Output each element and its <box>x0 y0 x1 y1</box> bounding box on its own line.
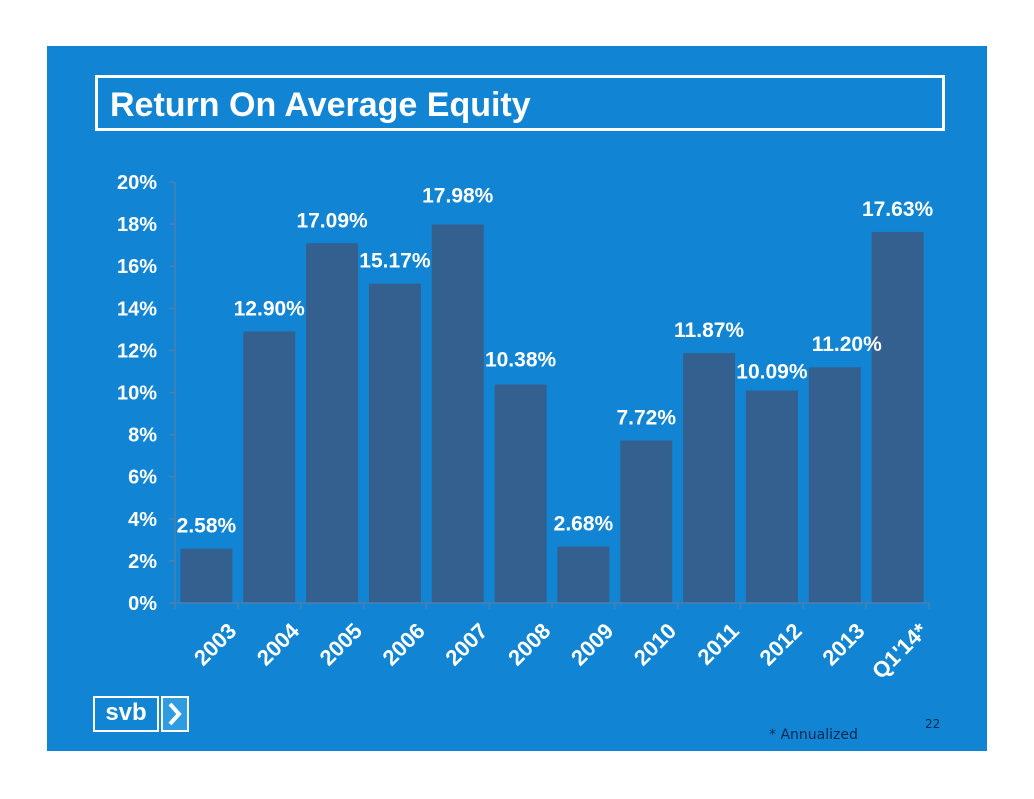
title-box: Return On Average Equity <box>95 75 945 131</box>
data-label: 10.38% <box>485 349 557 372</box>
x-tick-label: 2007 <box>440 618 492 670</box>
y-tick-label: 16% <box>117 256 157 278</box>
bar-2005 <box>306 243 359 603</box>
data-label: 2.58% <box>177 515 237 538</box>
bar-2010 <box>620 440 673 603</box>
data-label: 2.68% <box>554 513 614 536</box>
data-label: 17.98% <box>422 185 494 208</box>
data-label: 15.17% <box>359 250 431 273</box>
y-tick-label: 20% <box>117 172 157 194</box>
data-labels: 2.58% 12.90% 17.09% 15.17% 17.98% 10.38% 2.68%… <box>177 185 934 538</box>
x-tick-label: 2005 <box>315 618 367 670</box>
data-label: 11.87% <box>674 319 744 342</box>
page-title: Return On Average Equity <box>110 86 531 124</box>
svb-logo: svb <box>93 696 189 732</box>
bar-chart: 0% 2% 4% 6% 8% 10% 12% 14% 16% 18% 20% 2.58% 12.90%… <box>117 172 934 684</box>
data-label: 17.09% <box>296 209 368 232</box>
y-axis: 0% 2% 4% 6% 8% 10% 12% 14% 16% 18% 20% <box>117 172 176 615</box>
y-tick-label: 6% <box>128 467 157 489</box>
data-label: 12.90% <box>234 297 306 320</box>
bar-2007 <box>431 224 484 603</box>
y-tick-label: 0% <box>128 593 157 615</box>
chevron-right-icon <box>161 696 189 732</box>
footnote: * Annualized <box>769 727 858 743</box>
bar-2012 <box>745 390 798 603</box>
y-tick-label: 18% <box>117 214 157 236</box>
bar-2013 <box>808 367 861 603</box>
slide: Return On Average Equity 0% 2% 4% 6% 8% 10% 12… <box>47 46 987 751</box>
data-label: 11.20% <box>812 333 882 356</box>
x-tick-label: 2011 <box>693 618 744 669</box>
bar-2009 <box>557 546 610 603</box>
y-tick-label: 12% <box>117 340 157 362</box>
data-label: 10.09% <box>736 361 808 384</box>
page-number: 22 <box>925 717 941 731</box>
x-tick-label: 2012 <box>754 618 806 670</box>
x-tick-label: 2009 <box>566 618 618 670</box>
y-tick-label: 8% <box>128 425 157 447</box>
bar-2004 <box>243 331 296 603</box>
bar-q114 <box>871 231 924 604</box>
bar-2008 <box>494 384 547 603</box>
bars <box>180 224 924 604</box>
y-tick-label: 14% <box>117 298 157 320</box>
x-tick-label: 2006 <box>377 618 429 670</box>
data-label: 17.63% <box>862 198 934 221</box>
y-tick-label: 10% <box>117 383 157 405</box>
x-tick-label: 2013 <box>817 618 869 670</box>
bar-2003 <box>180 548 233 603</box>
data-label: 7.72% <box>616 406 676 429</box>
x-tick-label: 2008 <box>503 618 555 670</box>
y-tick-label: 4% <box>128 509 157 531</box>
x-tick-label: 2003 <box>189 618 241 670</box>
logo-text: svb <box>93 696 159 732</box>
bar-2006 <box>368 283 421 603</box>
bar-2011 <box>683 353 736 603</box>
x-tick-label: 2004 <box>252 618 305 671</box>
x-tick-label: 2010 <box>629 618 681 670</box>
y-tick-label: 2% <box>128 551 157 573</box>
x-tick-label: Q1'14* <box>867 618 933 684</box>
x-axis: 2003 2004 2005 2006 2007 2008 2009 2010 2011 2012… <box>174 602 933 684</box>
